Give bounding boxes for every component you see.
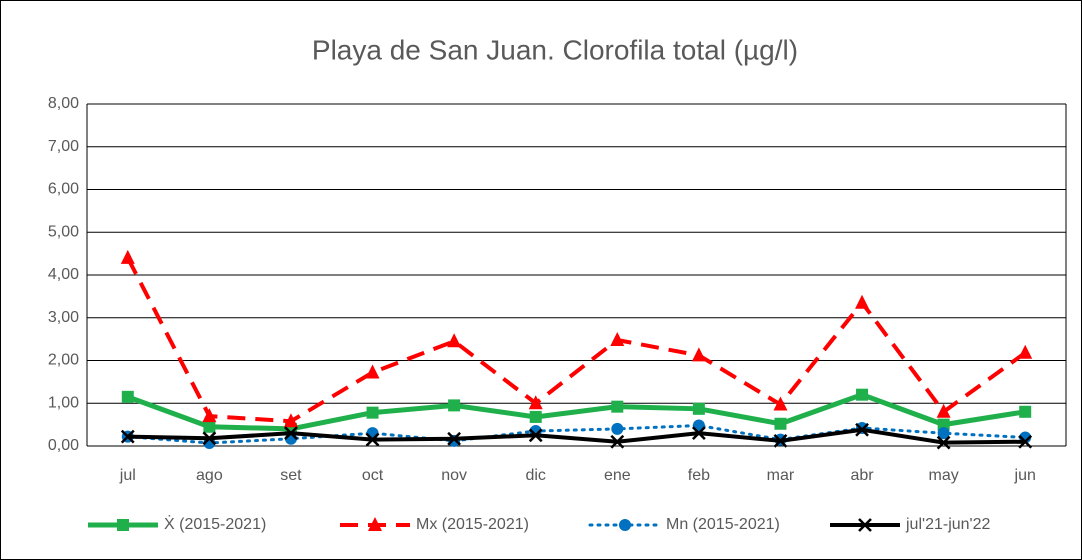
marker (447, 431, 462, 446)
marker (528, 395, 543, 410)
marker (858, 518, 872, 532)
marker (610, 331, 625, 346)
marker (447, 333, 462, 348)
series-line (126, 423, 1027, 445)
marker (774, 417, 787, 430)
x-tick-label: jul (119, 467, 136, 484)
x-tick-label: abr (850, 467, 874, 484)
marker (117, 519, 129, 531)
marker (691, 426, 706, 441)
marker (120, 249, 135, 264)
y-tick-label: 1,00 (48, 394, 79, 411)
marker (611, 400, 624, 413)
x-tick-label: jun (1014, 467, 1036, 484)
marker (856, 388, 869, 401)
marker (773, 433, 788, 448)
legend-label: Mx (2015-2021) (416, 516, 529, 533)
marker (855, 422, 869, 437)
x-tick-label: set (280, 467, 302, 484)
marker (448, 399, 461, 412)
marker (937, 418, 950, 431)
y-tick-label: 2,00 (48, 352, 79, 369)
marker (529, 410, 542, 423)
x-tick-label: dic (525, 467, 545, 484)
x-tick-label: oct (362, 467, 384, 484)
legend-label: Mn (2015-2021) (666, 516, 780, 533)
marker (611, 422, 624, 435)
x-tick-label: feb (688, 467, 710, 484)
marker (1018, 434, 1033, 449)
series-line (126, 256, 1027, 424)
series-line (126, 392, 1026, 432)
marker (366, 406, 379, 419)
marker (936, 403, 951, 418)
y-tick-label: 6,00 (48, 181, 79, 198)
marker (365, 364, 380, 379)
legend-item: Ẋ (2015-2021) (88, 514, 266, 533)
marker (202, 431, 217, 446)
legend-item: Mx (2015-2021) (340, 516, 529, 533)
marker (619, 519, 631, 531)
marker (528, 428, 543, 443)
marker (203, 420, 216, 433)
legend-label: Ẋ (2015-2021) (164, 514, 266, 533)
marker (610, 434, 625, 449)
y-tick-label: 4,00 (48, 266, 79, 283)
marker (284, 426, 298, 441)
marker (1018, 344, 1033, 359)
y-tick-label: 7,00 (48, 138, 79, 155)
x-tick-label: may (929, 467, 959, 484)
marker (691, 347, 706, 362)
marker (120, 429, 135, 444)
marker (365, 432, 380, 447)
marker (855, 294, 870, 309)
legend-item: Mn (2015-2021) (588, 516, 780, 533)
marker (121, 390, 134, 403)
marker (202, 408, 217, 423)
marker (773, 396, 788, 411)
marker (937, 427, 950, 440)
y-tick-label: 0,00 (48, 437, 79, 454)
y-tick-label: 5,00 (48, 223, 79, 240)
y-tick-label: 3,00 (48, 309, 79, 326)
marker (1019, 405, 1032, 418)
x-tick-label: nov (441, 467, 467, 484)
x-tick-label: mar (767, 467, 795, 484)
legend-item: jul'21-jun'22 (830, 516, 990, 533)
x-tick-label: ene (604, 467, 631, 484)
marker (692, 402, 705, 415)
chart-title: Playa de San Juan. Clorofila total (µg/l… (312, 34, 798, 65)
marker (283, 413, 298, 428)
series-line (127, 427, 1026, 445)
x-tick-label: ago (196, 467, 223, 484)
legend-label: jul'21-jun'22 (905, 516, 990, 533)
marker (368, 517, 382, 531)
y-tick-label: 8,00 (48, 95, 79, 112)
marker (936, 435, 951, 450)
